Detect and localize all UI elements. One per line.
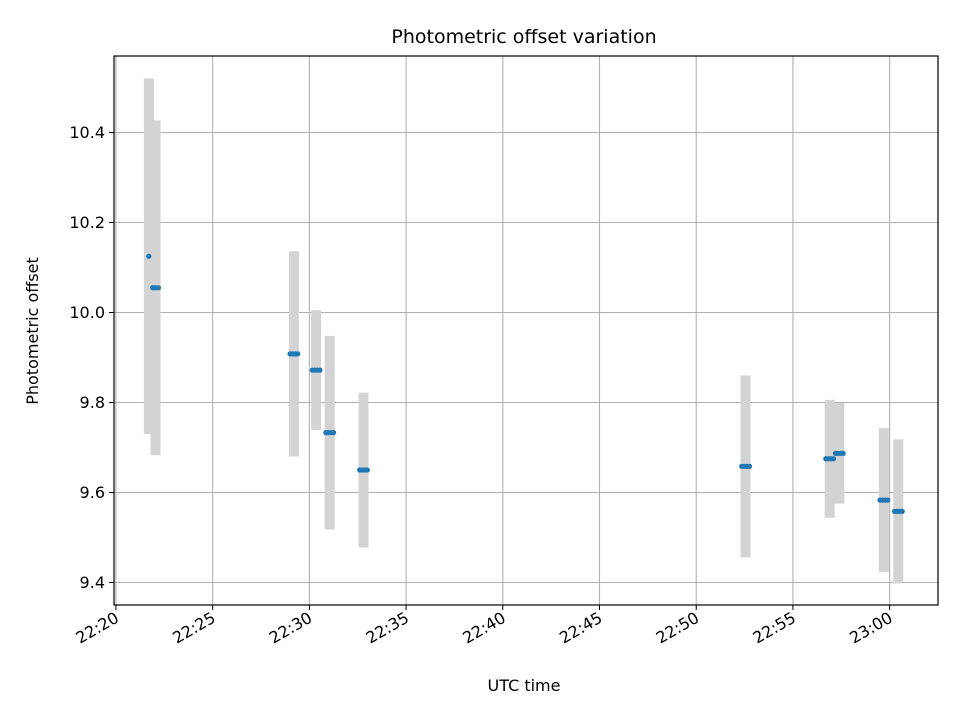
data-point	[899, 508, 905, 514]
y-tick-label: 10.2	[69, 213, 105, 232]
x-tick-label: 22:35	[363, 608, 412, 648]
y-tick-label: 9.8	[80, 393, 105, 412]
x-tick-label: 22:25	[169, 608, 218, 648]
data-point	[746, 463, 753, 469]
y-tick-label: 10.0	[69, 303, 105, 322]
data-point	[830, 456, 837, 462]
x-tick-label: 22:45	[556, 608, 605, 648]
data-point	[330, 430, 337, 436]
data-point	[155, 285, 162, 291]
y-tick-label: 9.6	[80, 483, 105, 502]
x-tick-label: 23:00	[846, 608, 895, 648]
data-point	[840, 450, 846, 456]
x-axis-label: UTC time	[488, 676, 561, 695]
plot-frame	[113, 55, 939, 606]
data-point	[295, 351, 301, 357]
grid	[114, 56, 938, 605]
data-points	[146, 253, 905, 514]
y-tick-label: 10.4	[69, 123, 105, 142]
data-point	[364, 467, 370, 473]
x-tick-label: 22:20	[73, 608, 122, 648]
chart-title: Photometric offset variation	[391, 26, 656, 48]
y-axis-ticks: 9.4 9.6 9.8 10.0 10.2 10.4	[69, 123, 114, 592]
x-tick-label: 22:50	[653, 608, 702, 648]
data-point	[146, 253, 152, 259]
x-tick-label: 22:40	[459, 608, 508, 648]
x-axis-ticks: 22:20 22:25 22:30 22:35 22:40 22:45 22:50 22:55…	[73, 605, 896, 648]
x-tick-label: 22:55	[749, 608, 798, 648]
data-point	[317, 367, 323, 373]
y-axis-label: Photometric offset	[23, 257, 42, 405]
x-tick-label: 22:30	[266, 608, 315, 648]
error-bars	[143, 78, 904, 584]
data-point	[885, 497, 891, 503]
y-tick-label: 9.4	[80, 573, 105, 592]
